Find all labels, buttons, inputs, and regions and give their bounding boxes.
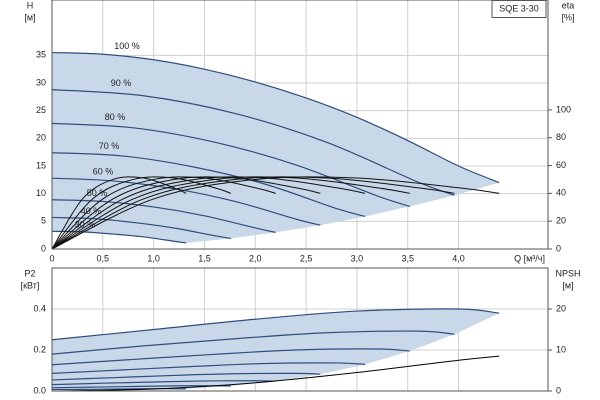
y-axis-unit: [кВт] bbox=[21, 280, 40, 290]
y-tick-label: 0.4 bbox=[33, 303, 46, 313]
curve bbox=[51, 330, 455, 355]
y-tick-label: 0.0 bbox=[33, 385, 46, 395]
curve bbox=[51, 230, 187, 244]
curve-label: 90 % bbox=[111, 78, 132, 88]
curve bbox=[51, 199, 276, 233]
y2-tick-label: 60 bbox=[556, 160, 566, 170]
y2-tick-label: 20 bbox=[556, 216, 566, 226]
y2-tick-label: 0 bbox=[556, 243, 561, 253]
y2-axis-label: NPSH bbox=[555, 268, 580, 278]
curve-label: 100 % bbox=[114, 41, 140, 51]
title-box bbox=[491, 0, 547, 18]
curve bbox=[51, 362, 366, 374]
curve bbox=[51, 89, 455, 196]
operating-area bbox=[52, 308, 500, 390]
curve bbox=[51, 372, 321, 381]
x-tick-label: 3,5 bbox=[401, 253, 414, 263]
y-tick-label: 10 bbox=[36, 188, 46, 198]
y-tick-label: 0 bbox=[41, 243, 46, 253]
x-tick-label: 2,5 bbox=[300, 253, 313, 263]
x-tick-label: 1,5 bbox=[198, 253, 211, 263]
y-tick-label: 20 bbox=[36, 133, 46, 143]
curve-label: 50 % bbox=[87, 188, 108, 198]
curve-label: 40 % bbox=[81, 206, 102, 216]
y2-tick-label: 100 bbox=[556, 104, 571, 114]
curve bbox=[51, 176, 232, 250]
y-tick-label: 15 bbox=[36, 160, 46, 170]
y2-tick-label: 10 bbox=[556, 344, 566, 354]
y-tick-label: 25 bbox=[36, 105, 46, 115]
y-tick-label: 30 bbox=[36, 77, 46, 87]
curve-label: 30 % bbox=[75, 220, 96, 230]
y2-axis-label: eta bbox=[562, 0, 575, 10]
plot-frame bbox=[51, 267, 549, 392]
curve bbox=[51, 388, 187, 391]
curve-label: 80 % bbox=[105, 112, 126, 122]
curve bbox=[51, 216, 231, 240]
x-axis-label: Q [м³/ч] bbox=[514, 253, 545, 263]
curve bbox=[51, 308, 500, 341]
y-tick-label: 0.2 bbox=[33, 344, 46, 354]
x-tick-label: 1,0 bbox=[147, 253, 160, 263]
y2-axis-unit: [м] bbox=[562, 280, 573, 290]
y-tick-label: 35 bbox=[36, 50, 46, 60]
y2-tick-label: 0 bbox=[556, 385, 561, 395]
y2-axis-unit: [%] bbox=[561, 12, 574, 22]
y2-tick-label: 40 bbox=[556, 188, 566, 198]
x-tick-label: 0,5 bbox=[97, 253, 110, 263]
curve bbox=[51, 380, 276, 386]
x-tick-label: 2,0 bbox=[249, 253, 262, 263]
x-tick-label: 4,0 bbox=[452, 253, 465, 263]
curve-label: 60 % bbox=[93, 167, 114, 177]
curve bbox=[51, 122, 410, 207]
curve bbox=[51, 348, 410, 366]
curve bbox=[51, 176, 187, 250]
x-tick-label: 0 bbox=[49, 253, 54, 263]
y2-tick-label: 20 bbox=[556, 303, 566, 313]
curve bbox=[51, 355, 500, 392]
chart-title: SQE 3-30 bbox=[499, 3, 539, 13]
y-tick-label: 5 bbox=[41, 216, 46, 226]
curve bbox=[51, 176, 276, 250]
y2-tick-label: 80 bbox=[556, 132, 566, 142]
plot-frame bbox=[51, 0, 549, 250]
curve bbox=[51, 177, 321, 226]
y-axis-label: H bbox=[27, 0, 34, 10]
x-tick-label: 3,0 bbox=[351, 253, 364, 263]
curve-label: 70 % bbox=[99, 141, 120, 151]
y-axis-unit: [м] bbox=[24, 12, 35, 22]
curve bbox=[51, 51, 500, 184]
y-axis-label: P2 bbox=[24, 268, 35, 278]
curve bbox=[51, 152, 366, 217]
